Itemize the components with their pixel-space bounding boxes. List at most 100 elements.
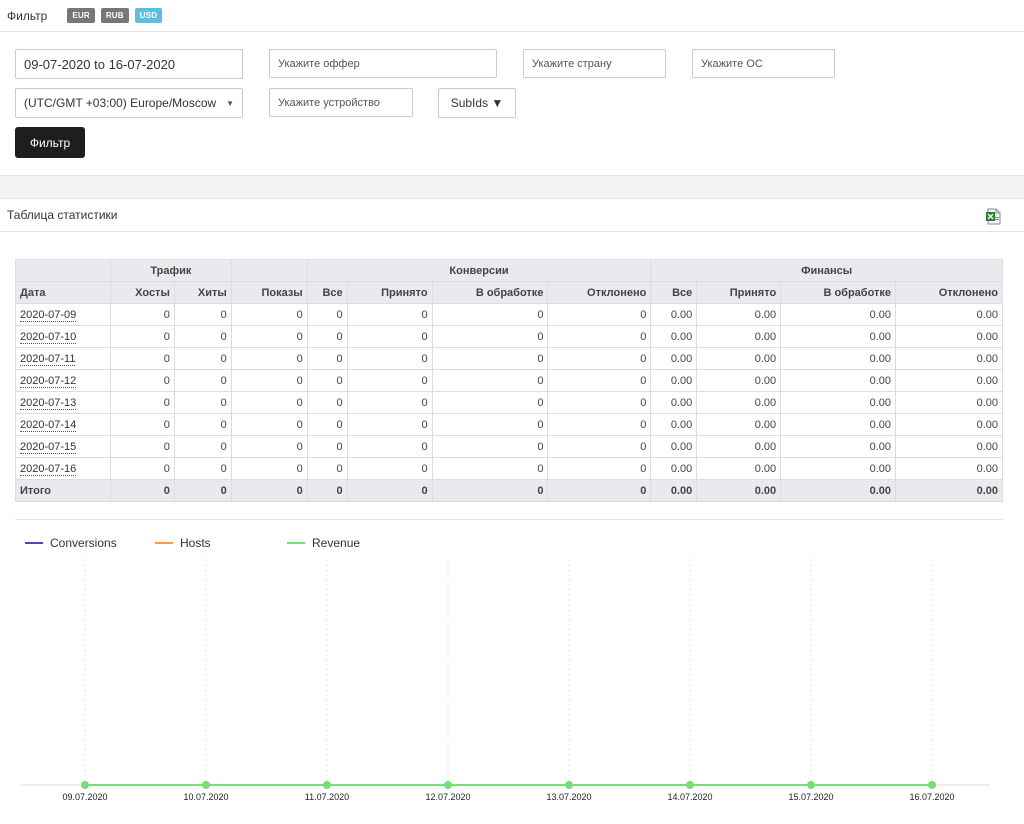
data-point	[81, 781, 89, 789]
header-empty-cell	[230, 259, 308, 282]
filter-submit-button[interactable]: Фильтр	[15, 127, 85, 158]
date-cell: 2020-07-11	[15, 347, 111, 370]
column-header[interactable]: Хиты	[173, 281, 232, 304]
table-cell: 0.00	[895, 325, 1003, 348]
date-link[interactable]: 2020-07-16	[20, 462, 77, 476]
table-cell: 0.00	[895, 479, 1003, 502]
table-cell: 0	[547, 303, 652, 326]
filter-title: Фильтр	[7, 8, 48, 23]
legend-line-icon	[25, 542, 43, 544]
table-cell: 0.00	[780, 325, 897, 348]
x-tick-label: 13.07.2020	[546, 792, 591, 802]
table-cell: 0	[306, 435, 348, 458]
table-cell: 0	[109, 391, 175, 414]
subids-button[interactable]: SubIds ▼	[438, 88, 516, 118]
table-row: 2020-07-10 0 0 0 0 0 0 0 0.00 0.00 0.00 0.00	[15, 325, 1003, 348]
legend-line-icon	[287, 542, 305, 544]
table-cell: 0.00	[780, 479, 897, 502]
table-cell: 0	[173, 435, 232, 458]
legend-label: Revenue	[312, 536, 361, 550]
table-cell: 0.00	[650, 457, 698, 480]
timezone-value: (UTC/GMT +03:00) Europe/Moscow	[24, 96, 217, 110]
table-row: 2020-07-14 0 0 0 0 0 0 0 0.00 0.00 0.00 0.00	[15, 413, 1003, 436]
date-link[interactable]: 2020-07-09	[20, 308, 77, 322]
column-header[interactable]: Отклонено	[547, 281, 652, 304]
currency-rub-button[interactable]: RUB	[100, 8, 129, 23]
table-cell: 0	[346, 391, 433, 414]
table-cell: 0	[173, 347, 232, 370]
table-cell: 0	[230, 303, 308, 326]
stats-table: Трафик Конверсии Финансы Дата Хосты Хиты…	[15, 259, 1003, 502]
table-cell: 0	[230, 325, 308, 348]
column-header[interactable]: Отклонено	[895, 281, 1003, 304]
table-cell: 0	[306, 325, 348, 348]
column-header[interactable]: Дата	[15, 281, 111, 304]
table-cell: 0	[431, 369, 549, 392]
table-cell: 0	[547, 391, 652, 414]
x-tick-label: 11.07.2020	[305, 792, 349, 802]
date-cell: 2020-07-12	[15, 369, 111, 392]
table-cell: 0	[109, 479, 175, 502]
table-cell: 0	[346, 303, 433, 326]
table-group-header-row: Трафик Конверсии Финансы	[15, 259, 1003, 282]
table-cell: 0	[230, 413, 308, 436]
table-cell: 0	[346, 369, 433, 392]
excel-export-icon[interactable]	[985, 208, 1002, 225]
device-input[interactable]: Укажите устройство	[269, 88, 413, 117]
table-cell: 0	[306, 479, 348, 502]
table-cell: 0	[431, 391, 549, 414]
date-link[interactable]: 2020-07-12	[20, 374, 77, 388]
table-cell: 0	[346, 325, 433, 348]
offer-input[interactable]: Укажите оффер	[269, 49, 497, 78]
table-cell: 0.00	[650, 369, 698, 392]
column-header[interactable]: Показы	[230, 281, 308, 304]
currency-eur-button[interactable]: EUR	[67, 8, 95, 23]
date-cell: 2020-07-09	[15, 303, 111, 326]
table-cell: 0	[230, 369, 308, 392]
legend-item-conversions[interactable]: Conversions	[25, 536, 117, 550]
x-tick-label: 10.07.2020	[183, 792, 228, 802]
column-header[interactable]: Все	[306, 281, 348, 304]
header-empty-cell	[15, 259, 111, 282]
currency-usd-button[interactable]: USD	[134, 8, 163, 23]
date-range-input[interactable]: 09-07-2020 to 16-07-2020	[15, 49, 243, 79]
date-cell: 2020-07-14	[15, 413, 111, 436]
column-header[interactable]: Все	[650, 281, 698, 304]
column-header[interactable]: Хосты	[109, 281, 175, 304]
date-link[interactable]: 2020-07-15	[20, 440, 77, 454]
table-cell: 0	[346, 479, 433, 502]
legend-item-hosts[interactable]: Hosts	[155, 536, 211, 550]
timezone-select[interactable]: (UTC/GMT +03:00) Europe/Moscow ▼	[15, 88, 243, 118]
os-input[interactable]: Укажите ОС	[692, 49, 835, 78]
table-cell: 0	[306, 457, 348, 480]
stats-chart: 09.07.2020 10.07.2020 11.07.2020 12.07.2020…	[20, 559, 990, 802]
x-tick-label: 15.07.2020	[788, 792, 833, 802]
table-cell: 0	[230, 457, 308, 480]
table-cell: 0.00	[696, 479, 782, 502]
table-cell: 0.00	[650, 347, 698, 370]
country-input[interactable]: Укажите страну	[523, 49, 666, 78]
column-header[interactable]: В обработке	[780, 281, 897, 304]
table-cell: 0	[173, 369, 232, 392]
column-header[interactable]: В обработке	[431, 281, 549, 304]
table-cell: 0.00	[696, 435, 782, 458]
table-row: 2020-07-11 0 0 0 0 0 0 0 0.00 0.00 0.00 0.00	[15, 347, 1003, 370]
date-link[interactable]: 2020-07-10	[20, 330, 77, 344]
divider	[15, 519, 1003, 520]
table-cell: 0	[230, 347, 308, 370]
date-link[interactable]: 2020-07-13	[20, 396, 77, 410]
table-cell: 0.00	[650, 435, 698, 458]
table-cell: 0.00	[696, 325, 782, 348]
column-header[interactable]: Принято	[346, 281, 433, 304]
date-link[interactable]: 2020-07-11	[20, 352, 76, 366]
data-point	[807, 781, 815, 789]
table-cell: 0.00	[696, 457, 782, 480]
table-cell: 0.00	[696, 303, 782, 326]
date-link[interactable]: 2020-07-14	[20, 418, 77, 432]
column-header[interactable]: Принято	[696, 281, 782, 304]
table-cell: 0	[431, 479, 549, 502]
table-cell: 0	[109, 435, 175, 458]
x-tick-label: 12.07.2020	[425, 792, 470, 802]
table-cell: 0	[306, 369, 348, 392]
legend-item-revenue[interactable]: Revenue	[287, 536, 360, 550]
